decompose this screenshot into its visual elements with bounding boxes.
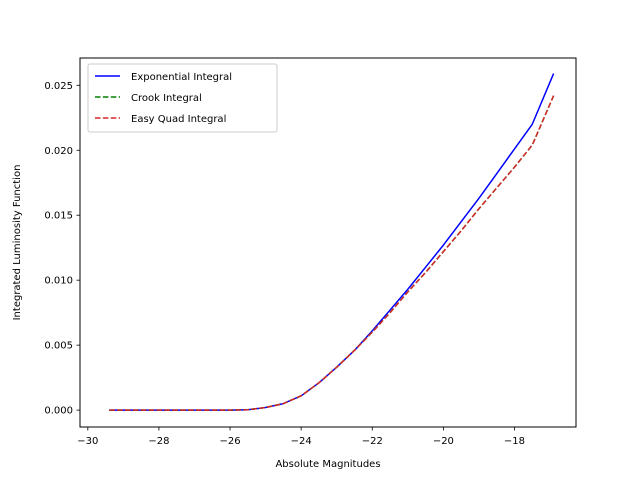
y-tick-label: 0.010 bbox=[44, 276, 73, 287]
plot-frame bbox=[79, 57, 577, 428]
y-axis-label: Integrated Luminosity Function bbox=[12, 165, 23, 321]
y-tick-label: 0.015 bbox=[44, 211, 73, 222]
series-layer bbox=[109, 73, 555, 411]
x-tick-label: −28 bbox=[148, 436, 169, 447]
legend: Exponential Integral Crook Integral Easy Q… bbox=[87, 63, 278, 133]
x-tick-label: −30 bbox=[77, 436, 98, 447]
legend-label: Crook Integral bbox=[131, 93, 202, 104]
legend-label: Easy Quad Integral bbox=[131, 114, 226, 125]
y-tick-label: 0.025 bbox=[44, 81, 73, 92]
y-tick-label: 0.020 bbox=[44, 146, 73, 157]
x-axis-label: Absolute Magnitudes bbox=[275, 459, 380, 470]
legend-label: Exponential Integral bbox=[131, 72, 232, 83]
x-tick-label: −24 bbox=[291, 436, 312, 447]
x-tick-label: −18 bbox=[504, 436, 525, 447]
y-tick-label: 0.005 bbox=[44, 341, 73, 352]
x-tick-label: −20 bbox=[433, 436, 454, 447]
y-tick-label: 0.000 bbox=[44, 406, 73, 417]
x-tick-label: −22 bbox=[362, 436, 383, 447]
x-axis-ticks: −30 −28 −26 −24 −22 −20 −18 bbox=[77, 427, 525, 447]
series-line-3 bbox=[109, 95, 555, 411]
legend-box bbox=[87, 63, 278, 133]
y-axis-ticks: 0.000 0.005 0.010 0.015 0.020 0.025 bbox=[44, 81, 80, 417]
x-tick-label: −26 bbox=[219, 436, 240, 447]
